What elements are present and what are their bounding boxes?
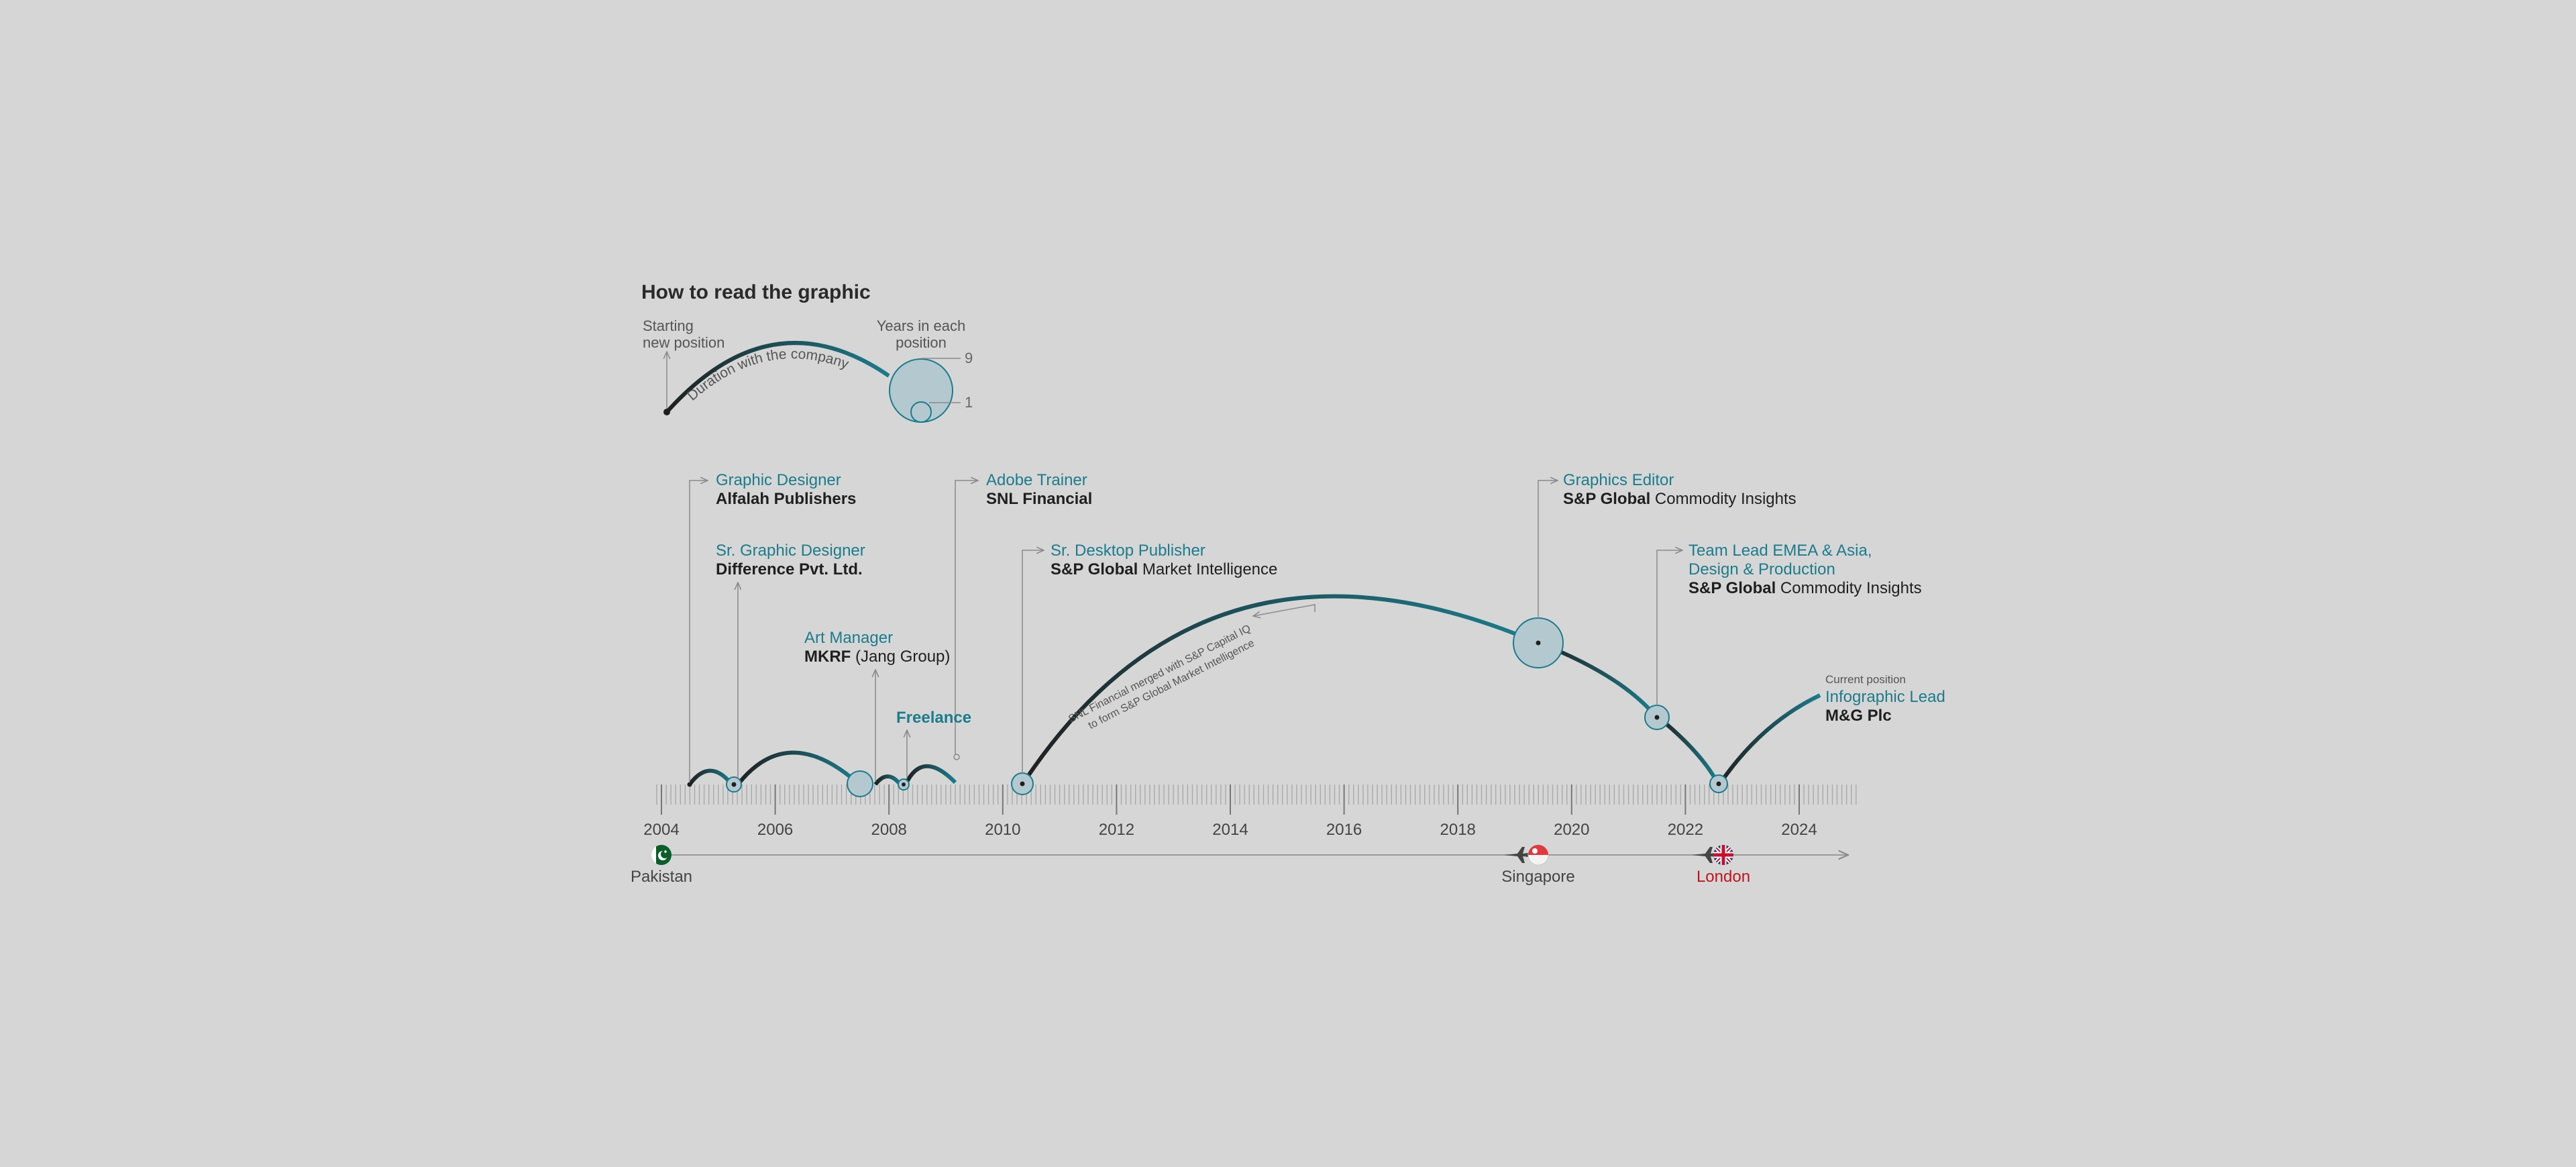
location-track: Pakistan Singapore London (631, 844, 1848, 886)
leader-team-lead (1656, 550, 1682, 705)
timeline-ticks (656, 784, 1857, 815)
company-alfalah: Alfalah Publishers (716, 490, 856, 508)
position-labels: Graphic Designer Alfalah Publishers Sr. … (716, 471, 1945, 727)
year-label-2018: 2018 (1440, 821, 1476, 839)
leader-adobe (955, 480, 978, 754)
company-sp-ci: S&P Global Commodity Insights (1563, 490, 1796, 508)
singapore-flag (1527, 844, 1549, 866)
legend-starting-label: Starting (643, 317, 694, 334)
company-mg: M&G Plc (1825, 707, 1892, 725)
merger-leader (1253, 604, 1316, 616)
arc-current (1717, 693, 1821, 786)
bubble-dot (1654, 715, 1660, 720)
year-label-2020: 2020 (1554, 821, 1589, 839)
airplane-icon (1504, 847, 1532, 863)
company-snl: SNL Financial (986, 490, 1092, 508)
title-sr-graphic-designer: Sr. Graphic Designer (716, 542, 865, 560)
legend-title: How to read the graphic (641, 281, 871, 303)
legend-duration-label: Duration with the company (684, 346, 851, 404)
year-label-2008: 2008 (871, 821, 907, 839)
timeline-year-labels: 2004 2006 2008 2010 2012 2014 2016 2018 2020 2022… (643, 821, 1817, 839)
company-sp-ci-2: S&P Global Commodity Insights (1688, 579, 1922, 597)
legend-years-label: Years in each (877, 317, 966, 334)
legend-years-label-2: position (896, 334, 947, 351)
bubble-mkrf (847, 770, 873, 797)
merger-note-line1: SNL Financial merged with S&P Capital IQ (1067, 623, 1252, 725)
title-team-lead-2: Design & Production (1688, 560, 1835, 578)
bubble-alfalah (687, 782, 692, 787)
title-graphic-designer: Graphic Designer (716, 471, 841, 489)
bubble-adobe-trainer (953, 754, 960, 760)
legend-duration-arc (665, 341, 890, 414)
arc-alfalah (688, 768, 734, 786)
leader-lines (689, 480, 1682, 782)
airplane-icon (1692, 847, 1720, 863)
merger-note: SNL Financial merged with S&P Capital IQ… (1067, 623, 1256, 731)
position-arcs (688, 594, 1821, 787)
location-singapore: Singapore (1501, 868, 1574, 886)
title-infographic-lead: Infographic Lead (1825, 688, 1945, 706)
year-label-2004: 2004 (643, 821, 679, 839)
bubble-dot (1536, 640, 1541, 646)
arc-mkrf (873, 774, 902, 786)
year-label-2022: 2022 (1668, 821, 1703, 839)
location-london: London (1697, 868, 1750, 886)
merger-note-line2: to form S&P Global Market Intelligence (1087, 638, 1256, 731)
arc-team-lead (1656, 715, 1719, 784)
year-label-2010: 2010 (985, 821, 1020, 839)
leader-graphics-editor (1538, 480, 1558, 618)
year-label-2024: 2024 (1781, 821, 1817, 839)
legend-big-value: 9 (965, 350, 973, 366)
year-label-2012: 2012 (1099, 821, 1134, 839)
title-art-manager: Art Manager (804, 629, 893, 647)
leader-alfalah (689, 480, 708, 782)
company-difference: Difference Pvt. Ltd. (716, 560, 863, 578)
year-label-2016: 2016 (1326, 821, 1362, 839)
position-bubbles (687, 617, 1728, 797)
legend: How to read the graphic Starting new pos… (641, 281, 973, 423)
uk-flag (1713, 845, 1733, 865)
location-pakistan: Pakistan (631, 868, 692, 886)
legend-small-bubble (910, 401, 932, 423)
bubble-dot (1716, 781, 1721, 787)
bubble-dot (731, 782, 737, 787)
bubble-dot (1020, 781, 1025, 787)
arc-difference (736, 750, 861, 787)
company-sp-mi: S&P Global Market Intelligence (1051, 560, 1277, 578)
year-label-2014: 2014 (1212, 821, 1248, 839)
legend-small-value: 1 (965, 394, 973, 411)
arc-snl-sp-global (1020, 594, 1538, 786)
pakistan-flag (651, 845, 672, 865)
title-freelance: Freelance (896, 709, 971, 727)
title-adobe-trainer: Adobe Trainer (986, 471, 1087, 489)
title-team-lead: Team Lead EMEA & Asia, (1688, 542, 1872, 560)
title-sr-desktop-publisher: Sr. Desktop Publisher (1051, 542, 1205, 560)
company-mkrf: MKRF (Jang Group) (804, 648, 950, 666)
bubble-dot (902, 782, 906, 787)
title-graphics-editor: Graphics Editor (1563, 471, 1674, 489)
legend-start-dot (663, 409, 670, 415)
current-position-note: Current position (1825, 673, 1906, 686)
arc-freelance (904, 764, 957, 786)
legend-starting-label-2: new position (643, 334, 724, 351)
year-label-2006: 2006 (757, 821, 793, 839)
leader-sp-mi (1022, 550, 1044, 773)
